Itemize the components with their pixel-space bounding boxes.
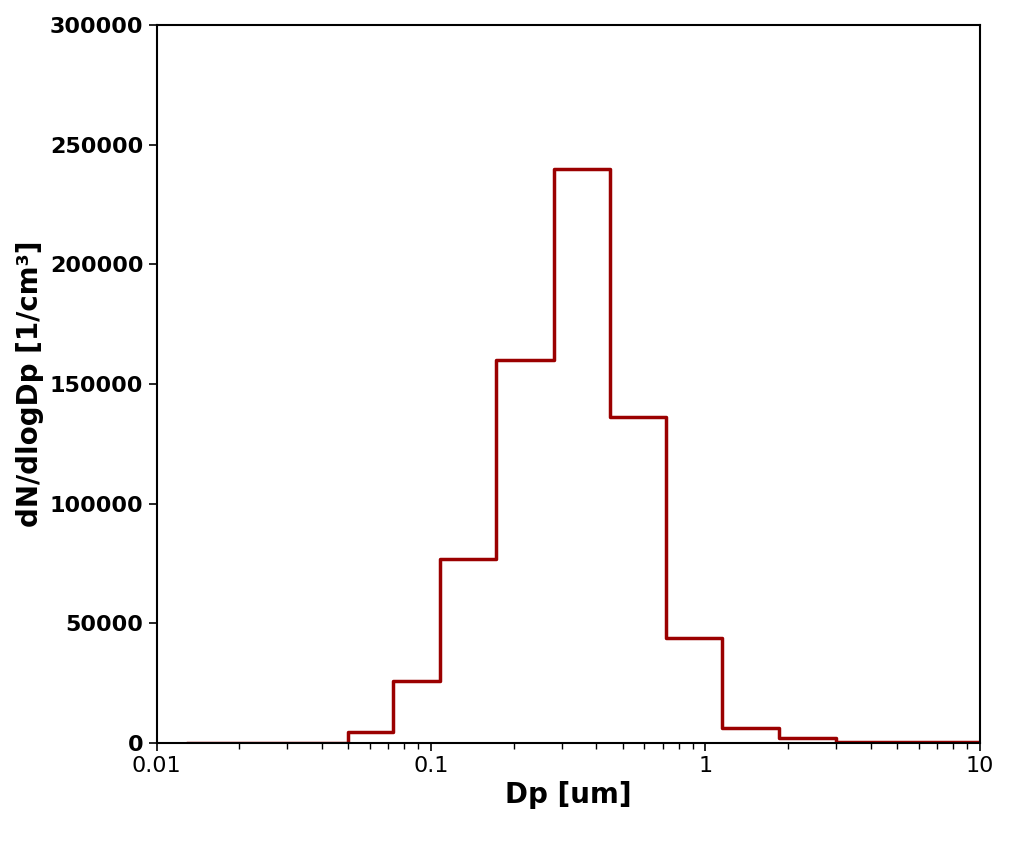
Y-axis label: dN/dlogDp [1/cm³]: dN/dlogDp [1/cm³] xyxy=(16,241,44,528)
X-axis label: Dp [um]: Dp [um] xyxy=(505,782,631,809)
